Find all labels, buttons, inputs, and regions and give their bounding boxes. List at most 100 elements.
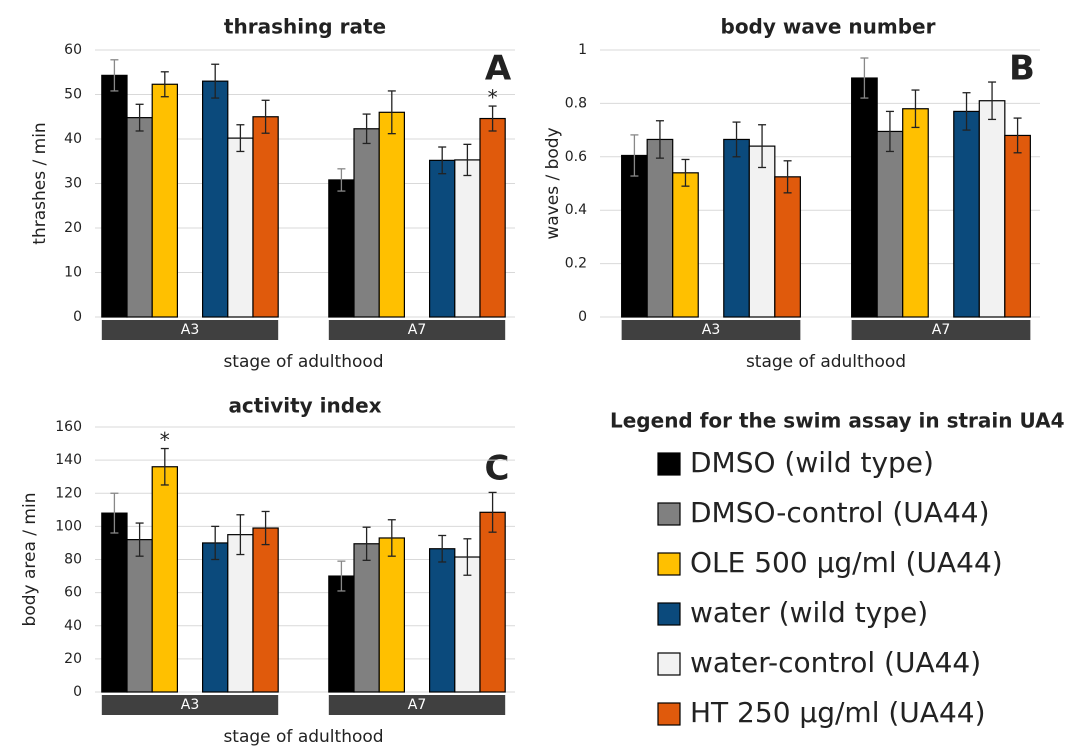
chart-title: thrashing rate — [224, 15, 386, 39]
error-bar — [630, 134, 639, 177]
y-tick-label: 20 — [64, 220, 82, 236]
bar — [672, 172, 699, 318]
bar — [646, 138, 674, 318]
bar — [1004, 134, 1031, 318]
y-tick-label: 30 — [64, 176, 82, 192]
category-box — [101, 695, 279, 715]
bar — [428, 159, 456, 318]
error-bar — [337, 168, 346, 192]
y-tick-label: 80 — [64, 552, 82, 568]
error-bar — [463, 143, 472, 177]
x-tick-label: A7 — [408, 322, 426, 338]
bar — [201, 542, 229, 693]
legend-title: Legend for the swim assay in strain UA44… — [610, 409, 1065, 433]
bar — [876, 130, 904, 318]
error-bar — [135, 103, 144, 132]
chart-title: activity index — [228, 394, 381, 418]
error-bar — [911, 89, 920, 129]
chart-title: body wave number — [721, 15, 936, 39]
legend-label: DMSO-control (UA44) — [690, 496, 990, 529]
bar — [101, 74, 128, 318]
legend-swatch — [657, 602, 681, 626]
significance-mark: * — [160, 428, 170, 452]
error-bar — [160, 71, 169, 98]
legend-label: water-control (UA44) — [690, 646, 981, 679]
error-bar — [110, 492, 119, 534]
bar — [428, 548, 456, 693]
bar — [353, 128, 380, 318]
x-tick-label: A3 — [181, 322, 199, 338]
bar — [748, 145, 776, 318]
category-box — [328, 320, 506, 340]
y-tick-label: 0.6 — [565, 149, 587, 165]
bar — [378, 111, 406, 318]
bar — [227, 137, 254, 318]
bar — [774, 176, 801, 318]
error-bar — [783, 160, 792, 194]
error-bar — [732, 121, 741, 158]
y-tick-label: 50 — [64, 87, 82, 103]
error-bar — [438, 146, 447, 175]
legend-label: DMSO (wild type) — [690, 446, 934, 479]
y-tick-label: 40 — [64, 131, 82, 147]
error-bar — [988, 81, 997, 121]
bar — [328, 575, 355, 693]
error-bar — [387, 90, 396, 135]
error-bar — [387, 519, 396, 557]
x-tick-label: A7 — [932, 322, 950, 338]
legend-swatch — [657, 702, 681, 726]
error-bar — [135, 522, 144, 557]
error-bar — [110, 59, 119, 92]
error-bar — [211, 525, 220, 561]
error-bar — [211, 63, 220, 99]
bar — [953, 110, 980, 318]
bar — [454, 556, 481, 693]
error-bar — [236, 514, 245, 556]
bar — [621, 154, 648, 318]
legend-label: OLE 500 µg/ml (UA44) — [690, 546, 1003, 579]
error-bar — [758, 124, 767, 169]
error-bar — [236, 124, 245, 153]
category-box — [328, 695, 506, 715]
error-bar — [362, 113, 371, 145]
error-bar — [962, 92, 971, 131]
y-tick-label: 10 — [64, 265, 82, 281]
bar — [252, 116, 279, 318]
y-tick-label: 0.8 — [565, 95, 587, 111]
bar — [978, 100, 1006, 318]
error-bar — [488, 491, 497, 533]
y-tick-label: 120 — [55, 485, 82, 501]
legend-label: water (wild type) — [690, 596, 928, 629]
y-axis-label: body area / min — [20, 493, 40, 627]
bar — [227, 534, 254, 693]
bar — [201, 80, 229, 318]
error-bar — [337, 560, 346, 592]
category-box — [851, 320, 1031, 340]
panel-label: B — [1009, 49, 1035, 89]
y-tick-label: 20 — [64, 651, 82, 667]
x-tick-label: A3 — [702, 322, 720, 338]
y-tick-label: 1 — [578, 42, 587, 58]
bar — [723, 138, 750, 318]
y-tick-label: 40 — [64, 618, 82, 634]
error-bar — [261, 510, 270, 546]
bar — [454, 159, 481, 318]
legend-swatch — [657, 552, 681, 576]
error-bar — [1013, 117, 1022, 154]
y-tick-label: 140 — [55, 452, 82, 468]
y-tick-label: 0 — [73, 684, 82, 700]
bar — [101, 512, 128, 693]
error-bar — [261, 99, 270, 134]
y-tick-label: 0.4 — [565, 202, 587, 218]
legend-swatch — [657, 502, 681, 526]
y-axis-label: thrashes / min — [30, 122, 50, 244]
bar — [151, 466, 179, 693]
legend-label: HT 250 µg/ml (UA44) — [690, 696, 986, 729]
y-tick-label: 0 — [73, 309, 82, 325]
bar — [479, 117, 506, 318]
bar — [126, 539, 153, 693]
x-tick-label: A7 — [408, 697, 426, 713]
error-bar — [860, 57, 869, 99]
bar — [151, 83, 179, 318]
significance-mark: * — [488, 86, 498, 110]
